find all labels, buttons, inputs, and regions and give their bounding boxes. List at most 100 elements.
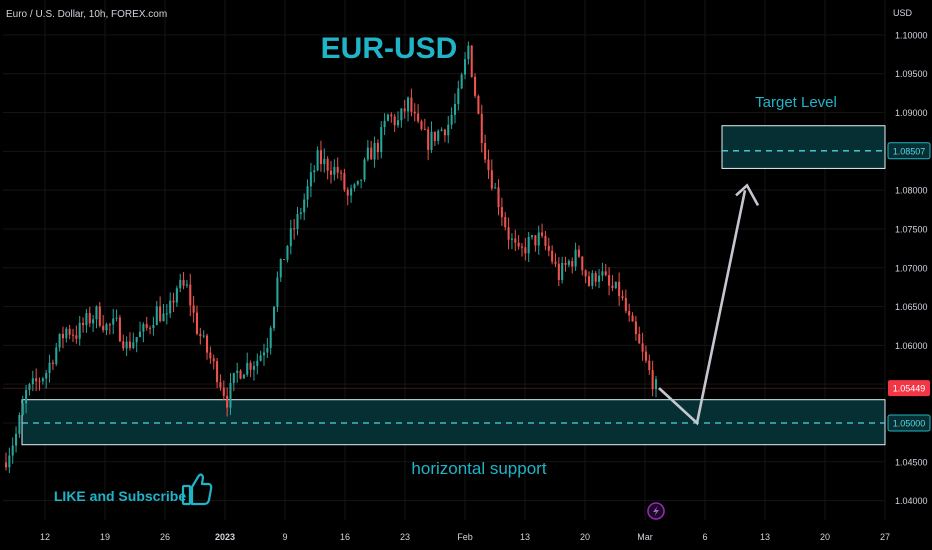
- candle-body: [651, 370, 654, 390]
- x-tick-label: 26: [160, 532, 170, 542]
- candle-body: [35, 378, 38, 382]
- candle-body: [256, 360, 259, 366]
- candle-body: [125, 341, 128, 349]
- candle-body: [61, 333, 64, 339]
- candle-body: [38, 381, 41, 383]
- candle-body: [219, 382, 222, 388]
- candle-body: [591, 273, 594, 286]
- candle-body: [564, 262, 567, 265]
- candle-body: [82, 322, 85, 326]
- candle-body: [487, 159, 490, 171]
- candle-body: [155, 306, 158, 325]
- candle-body: [380, 127, 383, 153]
- candle-body: [118, 317, 121, 342]
- lightning-icon[interactable]: [647, 502, 665, 520]
- candle-body: [78, 322, 81, 339]
- candle-body: [128, 341, 132, 348]
- candle-body: [524, 247, 527, 254]
- candle-body: [28, 384, 31, 391]
- candle-body: [11, 445, 14, 456]
- zones-layer: [21, 125, 886, 446]
- overlay-layer: [3, 183, 885, 426]
- x-tick-label: 6: [702, 532, 707, 542]
- y-tick-label: 1.09000: [895, 108, 928, 118]
- candle-body: [232, 373, 235, 383]
- y-tick-label: 1.10000: [895, 30, 928, 40]
- candle-body: [410, 97, 413, 112]
- y-tick-label: 1.07000: [895, 263, 928, 273]
- candle-body: [366, 147, 369, 160]
- candle-body: [8, 455, 11, 468]
- candle-body: [346, 189, 349, 196]
- candle-body: [641, 343, 644, 352]
- candle-body: [541, 232, 544, 236]
- candle-body: [601, 271, 604, 276]
- candle-body: [108, 324, 111, 326]
- projection-arrowhead: [735, 183, 760, 207]
- candle-body: [309, 172, 312, 187]
- symbol-header[interactable]: Euro / U.S. Dollar, 10h, FOREX.com: [6, 9, 168, 20]
- target-price-tag[interactable]: [887, 142, 931, 160]
- candle-body: [68, 328, 71, 335]
- candle-body: [115, 317, 118, 319]
- x-tick-label: 20: [580, 532, 590, 542]
- candle-body: [286, 246, 289, 260]
- candle-body: [236, 370, 239, 374]
- candle-body: [169, 300, 172, 314]
- candle-body: [343, 173, 346, 190]
- candle-body: [480, 113, 483, 144]
- candle-body: [333, 166, 336, 175]
- candle-body: [363, 159, 366, 180]
- x-tick-label: 13: [520, 532, 530, 542]
- candle-body: [544, 235, 547, 246]
- candle-body: [205, 335, 209, 353]
- candle-body: [340, 172, 343, 174]
- y-tick-label: 1.08000: [895, 186, 928, 196]
- time-axis[interactable]: 12 19 26 2023 9 16 23 Feb 13 20 Mar 6 13 20 27: [40, 532, 890, 542]
- candle-body: [239, 370, 242, 379]
- candle-body: [443, 129, 446, 136]
- last-price-tag[interactable]: [888, 380, 930, 397]
- candle-body: [420, 121, 423, 130]
- candle-body: [172, 300, 175, 303]
- candle-body: [195, 312, 199, 334]
- candle-body: [102, 325, 105, 331]
- candle-body: [373, 142, 376, 160]
- candle-body: [229, 382, 232, 408]
- x-tick-label: 16: [340, 532, 350, 542]
- x-tick-label: 19: [100, 532, 110, 542]
- candle-body: [88, 313, 91, 324]
- candle-body: [507, 227, 510, 240]
- like-subscribe-text[interactable]: LIKE and Subscribe: [54, 488, 186, 504]
- candle-body: [614, 281, 617, 289]
- candle-body: [423, 129, 426, 131]
- x-tick-label: 9: [282, 532, 287, 542]
- candle-body: [530, 235, 534, 238]
- support-price-text: 1.05000: [893, 418, 926, 428]
- candle-body: [520, 246, 524, 248]
- candle-body: [598, 275, 601, 282]
- candle-body: [474, 76, 477, 96]
- candle-body: [644, 351, 647, 361]
- candle-body: [594, 273, 597, 282]
- candle-body: [376, 142, 379, 153]
- candle-body: [494, 187, 497, 189]
- candle-body: [266, 347, 269, 353]
- support-price-tag[interactable]: [887, 414, 931, 432]
- thumbs-up-icon[interactable]: [181, 473, 213, 506]
- candle-body: [581, 256, 584, 271]
- candle-body: [175, 288, 178, 303]
- candle-body: [517, 242, 520, 247]
- candle-body: [427, 129, 430, 150]
- y-tick-label: 1.06000: [895, 341, 928, 351]
- candle-body: [122, 341, 125, 349]
- price-axis[interactable]: 1.100001.095001.090001.085001.080001.075…: [887, 30, 931, 506]
- x-tick-label: 12: [40, 532, 50, 542]
- candle-body: [484, 143, 487, 160]
- support-zone: [21, 399, 886, 446]
- currency-label: USD: [893, 8, 913, 18]
- candle-body: [638, 334, 641, 344]
- y-tick-label: 1.06500: [895, 302, 928, 312]
